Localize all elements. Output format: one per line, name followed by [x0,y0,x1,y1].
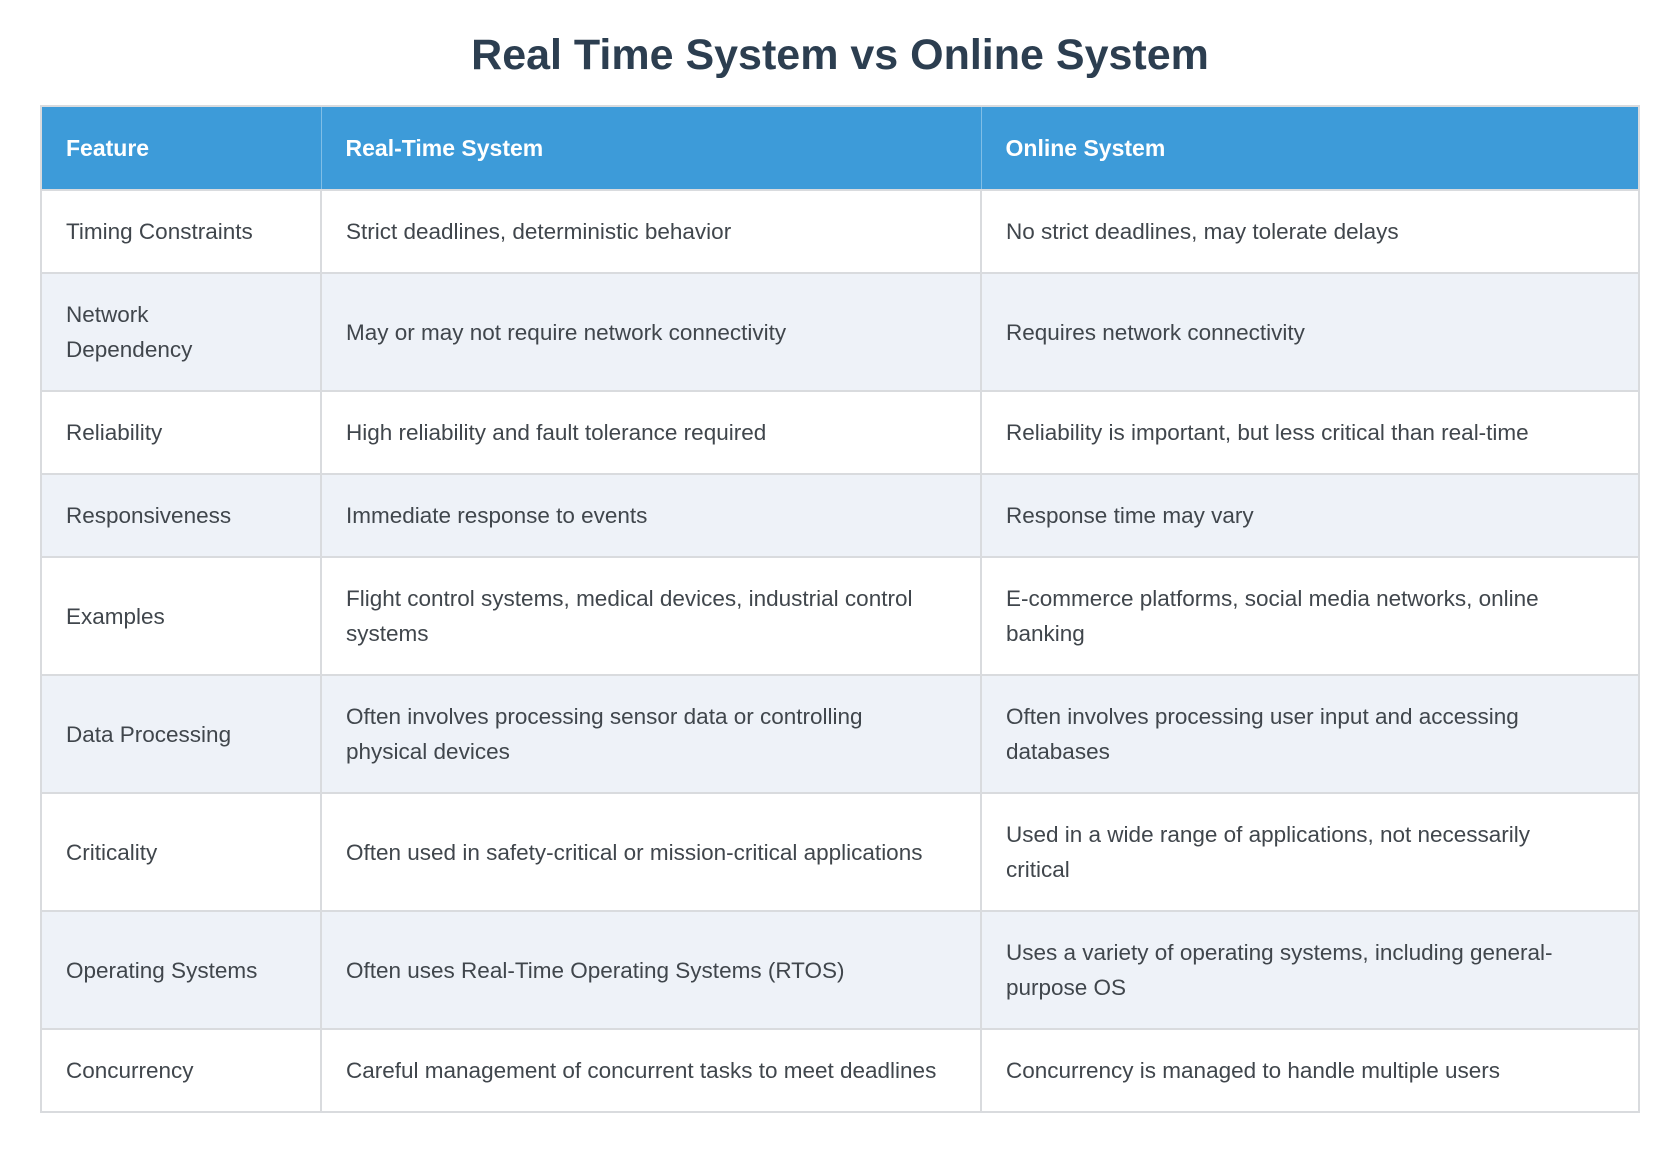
online-system-cell: Requires network connectivity [980,272,1640,392]
feature-cell: Network Dependency [40,272,322,392]
comparison-table: Feature Real-Time System Online System T… [40,105,1640,1113]
online-system-cell: E-commerce platforms, social media netwo… [980,556,1640,676]
real-time-system-cell: Strict deadlines, deterministic behavior [320,189,982,274]
real-time-system-cell: High reliability and fault tolerance req… [320,390,982,475]
feature-cell: Responsiveness [40,473,322,558]
table-body: Timing Constraints Strict deadlines, det… [40,189,1640,1113]
table-row: Criticality Often used in safety-critica… [40,792,1640,912]
table-row: Operating Systems Often uses Real-Time O… [40,910,1640,1030]
real-time-system-cell: Often used in safety-critical or mission… [320,792,982,912]
feature-cell: Timing Constraints [40,189,322,274]
real-time-system-cell: Often uses Real-Time Operating Systems (… [320,910,982,1030]
table-row: Network Dependency May or may not requir… [40,272,1640,392]
column-header-real-time-system: Real-Time System [320,106,981,191]
online-system-cell: Used in a wide range of applications, no… [980,792,1640,912]
feature-cell: Examples [40,556,322,676]
real-time-system-cell: May or may not require network connectiv… [320,272,982,392]
table-row: Data Processing Often involves processin… [40,674,1640,794]
table-row: Timing Constraints Strict deadlines, det… [40,189,1640,274]
table-header-row: Feature Real-Time System Online System [41,106,1639,191]
real-time-system-cell: Flight control systems, medical devices,… [320,556,982,676]
online-system-cell: Often involves processing user input and… [980,674,1640,794]
table-row: Concurrency Careful management of concur… [40,1028,1640,1113]
online-system-cell: No strict deadlines, may tolerate delays [980,189,1640,274]
real-time-system-cell: Careful management of concurrent tasks t… [320,1028,982,1113]
feature-cell: Data Processing [40,674,322,794]
online-system-cell: Uses a variety of operating systems, inc… [980,910,1640,1030]
table-row: Reliability High reliability and fault t… [40,390,1640,475]
online-system-cell: Concurrency is managed to handle multipl… [980,1028,1640,1113]
feature-cell: Concurrency [40,1028,322,1113]
real-time-system-cell: Often involves processing sensor data or… [320,674,982,794]
feature-cell: Criticality [40,792,322,912]
online-system-cell: Reliability is important, but less criti… [980,390,1640,475]
column-header-feature: Feature [41,106,321,191]
online-system-cell: Response time may vary [980,473,1640,558]
feature-cell: Operating Systems [40,910,322,1030]
table-row: Examples Flight control systems, medical… [40,556,1640,676]
feature-cell: Reliability [40,390,322,475]
real-time-system-cell: Immediate response to events [320,473,982,558]
page-title: Real Time System vs Online System [471,31,1209,79]
column-header-online-system: Online System [980,106,1639,191]
table-row: Responsiveness Immediate response to eve… [40,473,1640,558]
